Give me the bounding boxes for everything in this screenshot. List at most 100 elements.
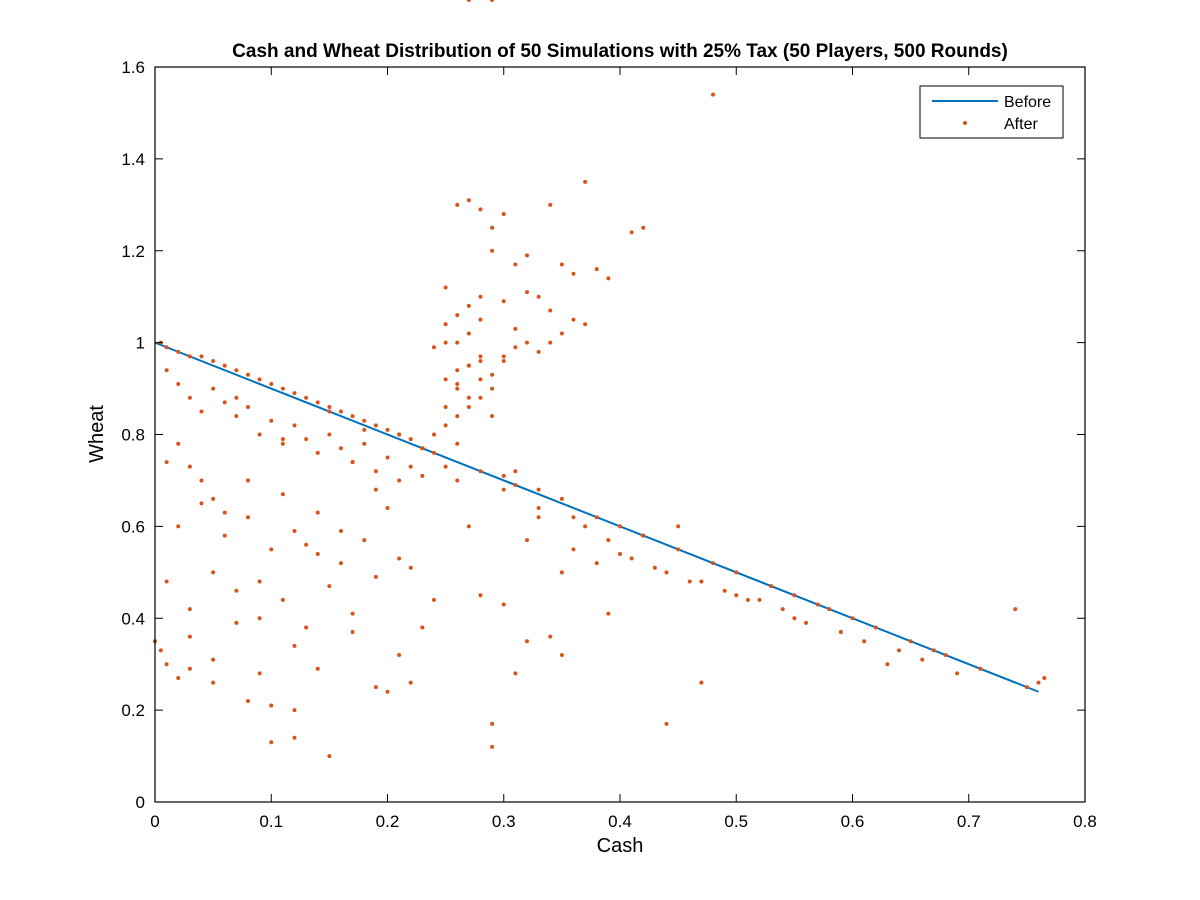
x-tick-label: 0.1 xyxy=(259,812,283,831)
after-point xyxy=(501,212,506,216)
after-point xyxy=(862,639,867,644)
after-point xyxy=(397,653,402,657)
after-point xyxy=(211,386,216,391)
after-point xyxy=(478,395,483,400)
after-point xyxy=(199,354,204,359)
after-point xyxy=(315,400,320,405)
after-point xyxy=(304,437,309,442)
after-point xyxy=(269,703,274,708)
after-point xyxy=(606,538,611,543)
after-point xyxy=(211,657,216,662)
after-point xyxy=(327,754,332,759)
after-point xyxy=(594,515,599,520)
after-point xyxy=(559,262,564,267)
after-point xyxy=(257,579,262,584)
after-point xyxy=(373,423,378,428)
after-point xyxy=(559,496,564,501)
after-point xyxy=(478,359,483,363)
after-point xyxy=(501,473,506,478)
legend-box xyxy=(919,85,1064,139)
after-point xyxy=(432,432,436,437)
after-point xyxy=(478,377,483,382)
after-point xyxy=(199,478,204,483)
after-point xyxy=(699,680,704,685)
after-point xyxy=(466,0,471,2)
y-tick-label: 0.4 xyxy=(121,609,145,628)
after-point xyxy=(466,404,471,409)
after-point xyxy=(548,634,553,639)
after-point xyxy=(246,372,250,377)
after-point xyxy=(304,542,309,547)
after-point xyxy=(525,290,529,295)
after-point xyxy=(641,225,646,230)
chart-title: Cash and Wheat Distribution of 50 Simula… xyxy=(232,41,1008,62)
after-point xyxy=(432,450,436,455)
after-point xyxy=(164,368,169,373)
after-point xyxy=(478,354,483,359)
after-point xyxy=(455,386,460,391)
after-point xyxy=(490,414,495,419)
after-point xyxy=(385,689,390,694)
after-point xyxy=(187,395,192,400)
after-point xyxy=(513,262,518,267)
after-point xyxy=(432,597,436,602)
after-point xyxy=(246,698,250,703)
after-point xyxy=(955,671,960,676)
after-point xyxy=(664,721,669,726)
after-point xyxy=(978,666,983,671)
after-point xyxy=(246,515,250,520)
y-tick-label: 0.8 xyxy=(121,426,145,445)
after-point xyxy=(629,230,634,235)
after-point xyxy=(234,414,239,419)
after-point xyxy=(385,506,390,510)
y-axis-label: Wheat xyxy=(86,405,108,463)
after-point xyxy=(711,561,715,566)
after-point xyxy=(408,565,413,570)
after-point xyxy=(1024,685,1029,690)
after-point xyxy=(466,363,471,368)
after-point xyxy=(373,574,378,579)
after-point xyxy=(304,625,309,630)
after-point xyxy=(804,620,808,625)
x-tick-label: 0 xyxy=(150,812,159,831)
after-point xyxy=(397,432,402,437)
after-point xyxy=(211,359,216,363)
after-point xyxy=(158,648,163,653)
after-point xyxy=(606,611,611,616)
after-point xyxy=(222,363,227,368)
y-tick-label: 1 xyxy=(136,334,145,353)
after-point xyxy=(408,464,413,469)
after-point xyxy=(513,671,518,676)
after-point xyxy=(339,528,343,533)
after-point xyxy=(420,446,425,451)
after-point xyxy=(548,308,553,313)
after-point xyxy=(315,551,320,556)
after-point xyxy=(187,666,192,671)
after-point xyxy=(792,593,797,598)
after-point xyxy=(676,547,681,552)
after-point xyxy=(420,473,425,478)
after-point xyxy=(222,510,227,515)
after-point xyxy=(362,538,367,543)
after-point xyxy=(897,648,901,653)
after-point xyxy=(443,285,448,290)
after-point xyxy=(548,202,553,207)
after-point xyxy=(222,400,227,405)
after-point xyxy=(548,340,553,345)
after-point xyxy=(536,506,541,510)
after-point xyxy=(571,317,576,322)
after-point xyxy=(920,657,925,662)
after-point xyxy=(315,666,320,671)
after-point xyxy=(350,630,355,635)
after-point xyxy=(280,492,285,497)
after-point xyxy=(513,483,518,488)
legend-after-label: After xyxy=(1004,116,1038,133)
after-point xyxy=(443,423,448,428)
after-point xyxy=(187,634,192,639)
after-point xyxy=(536,515,541,520)
after-point xyxy=(280,437,285,442)
after-point xyxy=(478,207,483,212)
x-tick-label: 0.5 xyxy=(724,812,748,831)
x-tick-label: 0.7 xyxy=(957,812,981,831)
after-point xyxy=(292,735,297,740)
